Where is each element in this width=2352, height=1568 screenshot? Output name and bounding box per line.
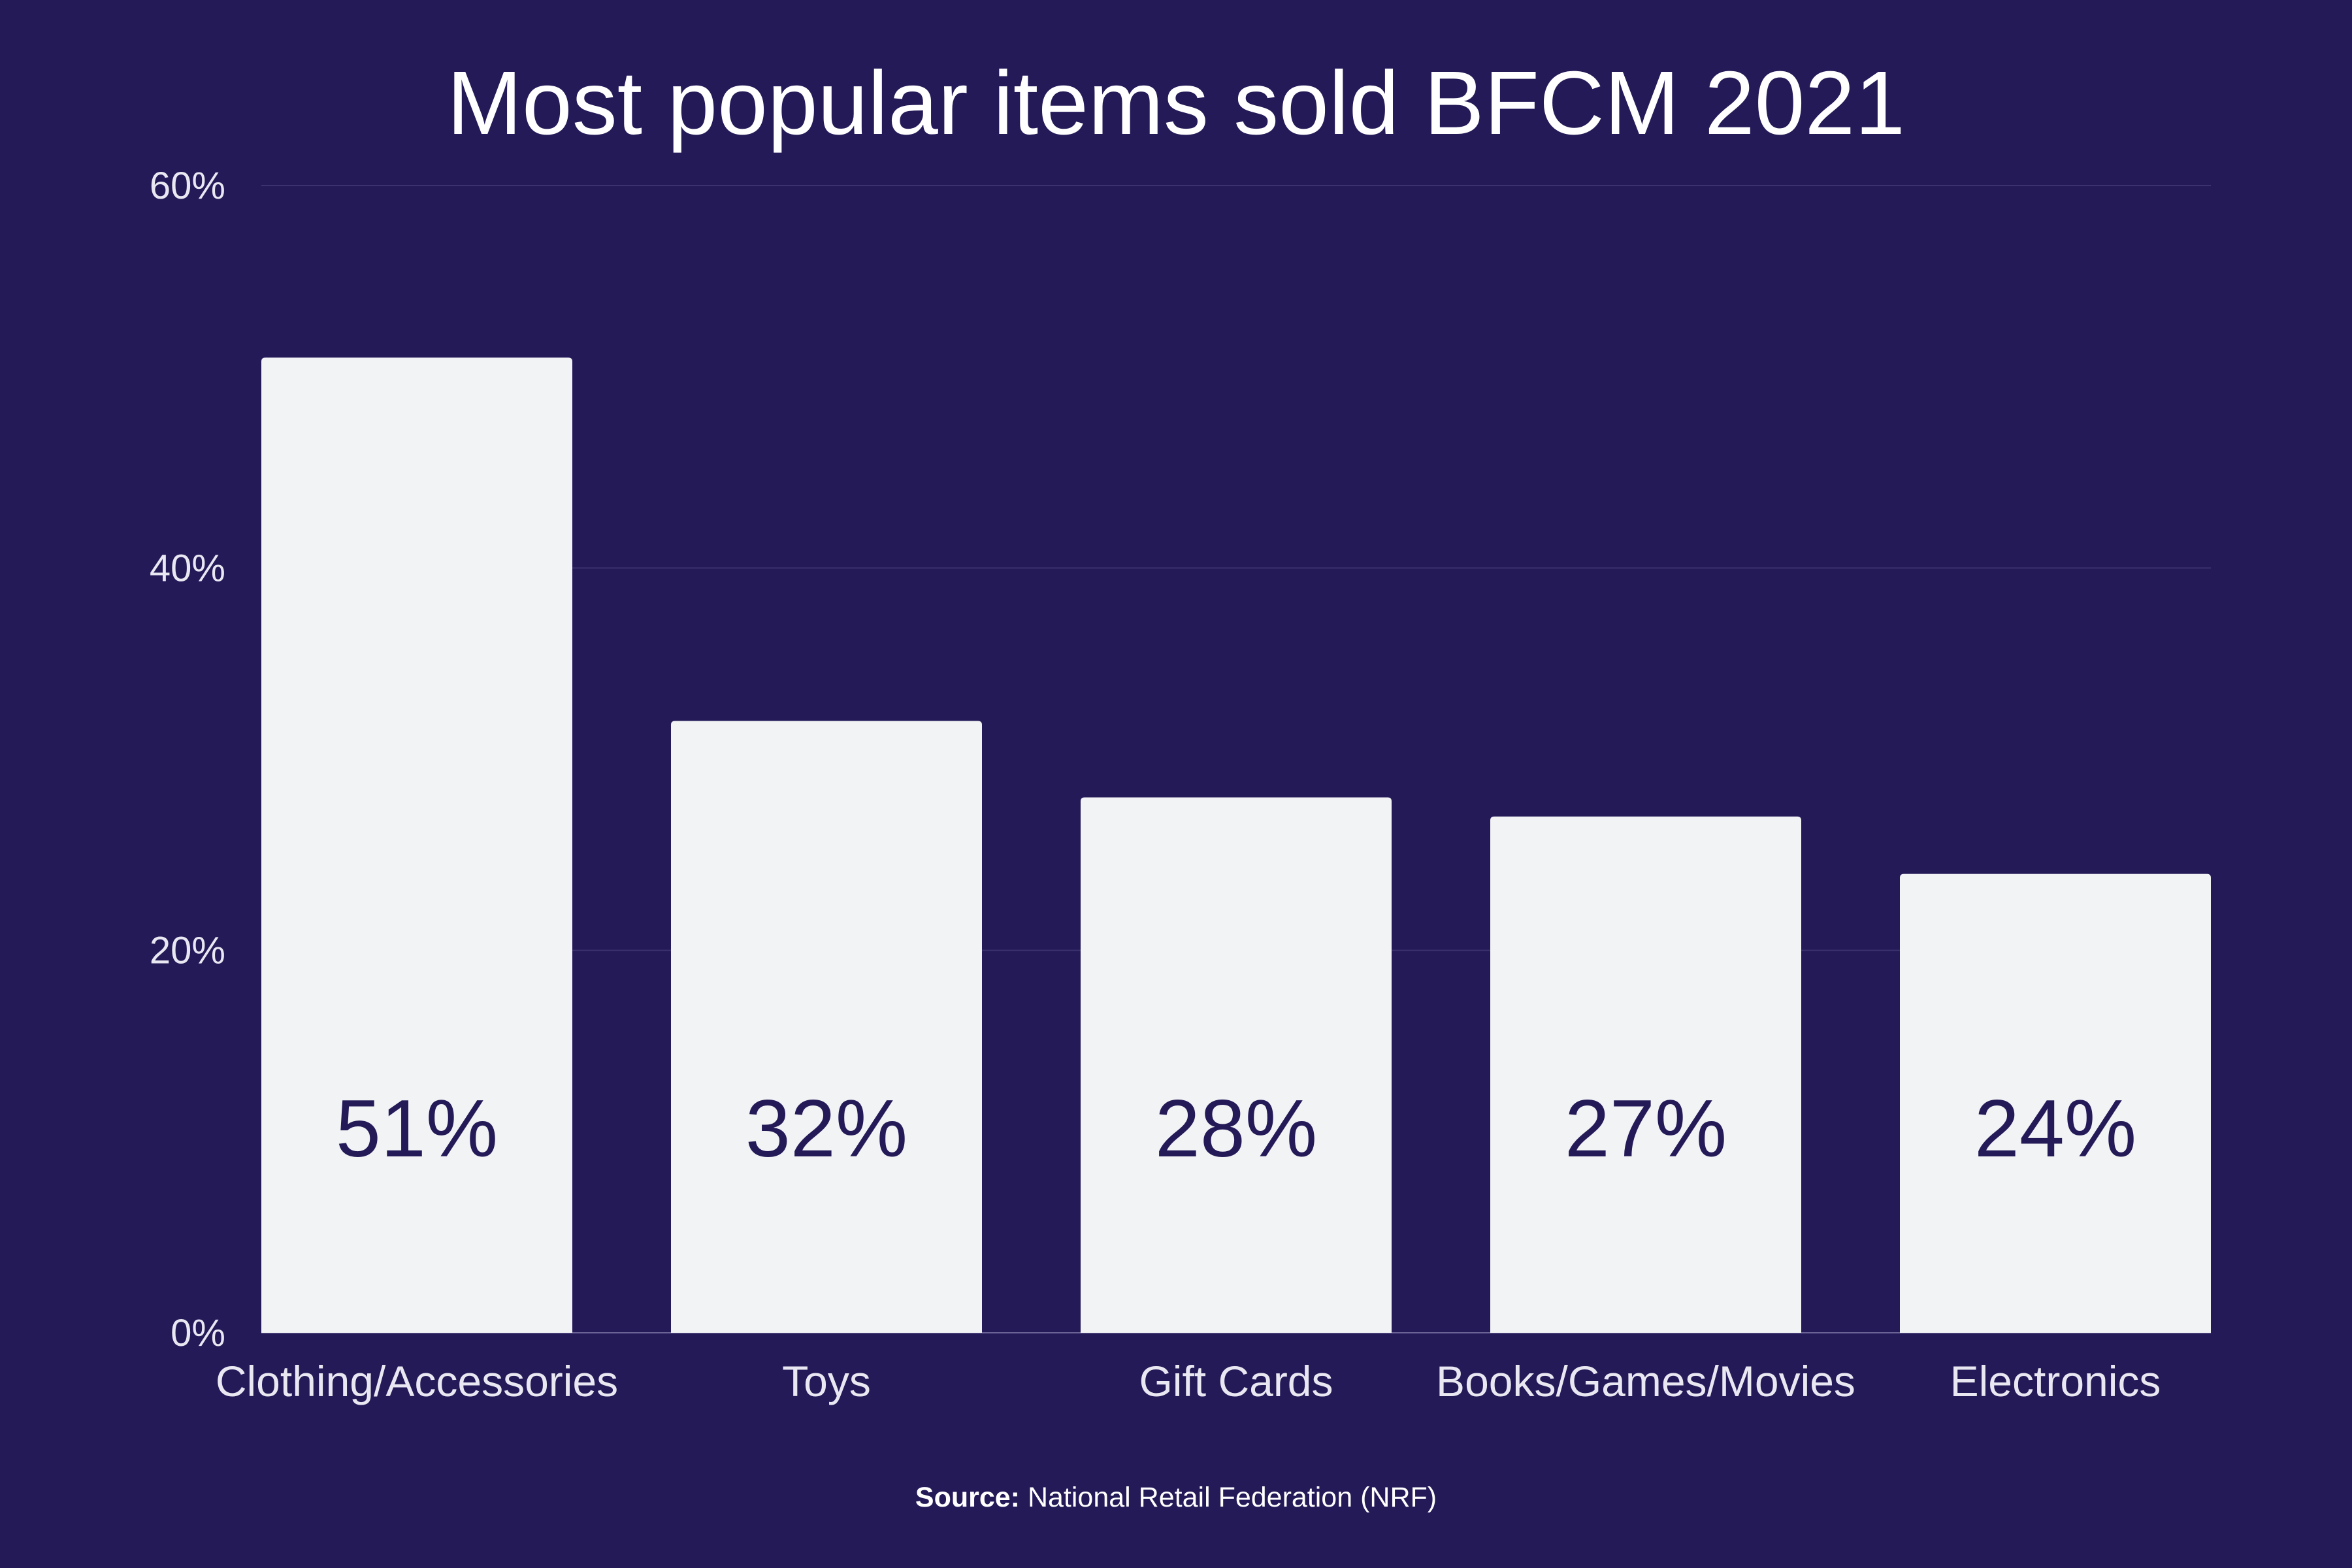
- chart-title: Most popular items sold BFCM 2021: [447, 53, 1905, 154]
- bar-value-label: 28%: [1155, 1084, 1317, 1174]
- source-note: Source: National Retail Federation (NRF): [0, 1482, 2352, 1514]
- bar-value-label: 32%: [745, 1084, 907, 1174]
- bar: [1900, 874, 2211, 1333]
- bar-value-label: 27%: [1565, 1084, 1727, 1174]
- bar: [261, 357, 572, 1333]
- bar: [1081, 797, 1392, 1333]
- y-tick-label: 40%: [150, 547, 225, 589]
- bar: [1490, 816, 1801, 1333]
- bar-value-label: 51%: [336, 1084, 498, 1174]
- x-category-label: Gift Cards: [1139, 1357, 1333, 1405]
- bar-value-label: 24%: [1974, 1084, 2136, 1174]
- x-category-label: Toys: [782, 1357, 871, 1405]
- x-category-label: Clothing/Accessories: [216, 1357, 618, 1405]
- bar: [671, 721, 982, 1333]
- y-tick-label: 60%: [150, 165, 225, 207]
- source-label: Source:: [915, 1482, 1021, 1513]
- y-tick-label: 20%: [150, 930, 225, 972]
- x-category-label: Electronics: [1950, 1357, 2161, 1405]
- y-tick-label: 0%: [171, 1312, 225, 1354]
- x-category-label: Books/Games/Movies: [1436, 1357, 1855, 1405]
- source-text: National Retail Federation (NRF): [1027, 1482, 1437, 1513]
